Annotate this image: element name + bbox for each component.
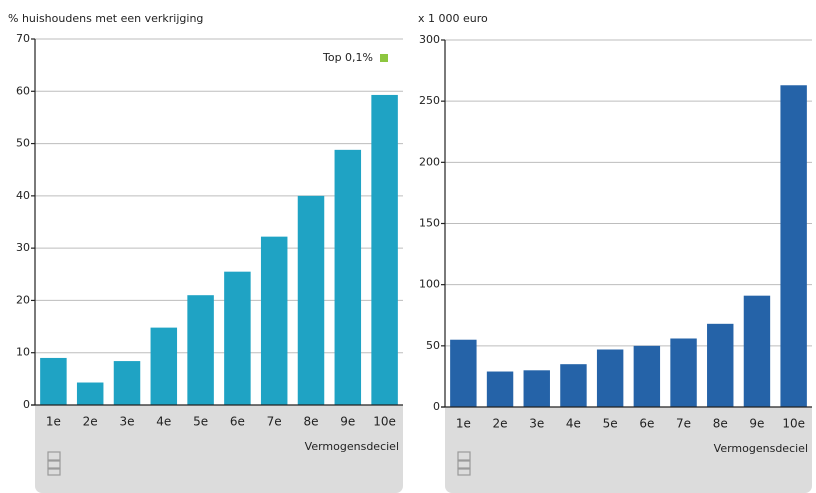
y-tick-label: 50 xyxy=(426,339,440,352)
y-tick-label: 100 xyxy=(419,278,440,291)
x-tick-label: 4e xyxy=(566,417,581,431)
bar xyxy=(334,149,362,405)
x-tick-label: 7e xyxy=(267,415,282,429)
bar xyxy=(187,295,214,405)
bar xyxy=(297,195,325,405)
y-tick-label: 300 xyxy=(419,33,440,46)
x-tick-label: 6e xyxy=(639,417,654,431)
category-panel xyxy=(445,407,812,493)
y-tick-label: 60 xyxy=(16,84,30,97)
x-tick-label: 7e xyxy=(676,417,691,431)
bar xyxy=(560,364,587,407)
bar xyxy=(113,361,141,405)
logo-part xyxy=(47,460,61,469)
x-tick-label: 9e xyxy=(340,415,355,429)
y-tick-label: 20 xyxy=(16,293,30,306)
bar xyxy=(76,382,104,405)
y-tick-label: 0 xyxy=(23,398,30,411)
cbs-logo xyxy=(457,451,471,476)
bar xyxy=(150,327,178,405)
legend-swatch xyxy=(380,54,388,62)
logo-part xyxy=(457,468,471,476)
x-tick-label: 4e xyxy=(156,415,171,429)
logo-part xyxy=(457,451,471,461)
logo-part xyxy=(47,451,61,461)
x-tick-label: 3e xyxy=(119,415,134,429)
x-tick-label: 2e xyxy=(493,417,508,431)
y-tick-label: 250 xyxy=(419,94,440,107)
x-tick-label: 6e xyxy=(230,415,245,429)
x-tick-label: 10e xyxy=(373,415,396,429)
legend-label: Top 0,1% xyxy=(322,51,373,64)
bar xyxy=(743,295,771,407)
x-axis-label: Vermogensdeciel xyxy=(714,442,808,455)
category-panel xyxy=(35,405,403,493)
bar xyxy=(486,371,514,407)
x-tick-label: 5e xyxy=(193,415,208,429)
bar xyxy=(523,370,550,407)
x-tick-label: 9e xyxy=(749,417,764,431)
y-tick-label: 200 xyxy=(419,155,440,168)
x-tick-label: 1e xyxy=(46,415,61,429)
y-tick-label: 40 xyxy=(16,189,30,202)
bar xyxy=(596,349,624,407)
cbs-logo xyxy=(47,451,61,476)
bar xyxy=(633,345,661,407)
bar xyxy=(260,236,288,405)
bar xyxy=(40,357,67,405)
y-tick-label: 50 xyxy=(16,137,30,150)
x-tick-label: 8e xyxy=(303,415,318,429)
x-tick-label: 10e xyxy=(782,417,805,431)
x-tick-label: 8e xyxy=(713,417,728,431)
bar xyxy=(450,339,477,407)
logo-part xyxy=(457,460,471,469)
x-tick-label: 3e xyxy=(529,417,544,431)
bar xyxy=(371,94,398,406)
y-axis-label: % huishoudens met een verkrijging xyxy=(8,12,203,25)
y-tick-label: 30 xyxy=(16,241,30,254)
x-axis-label: Vermogensdeciel xyxy=(305,440,399,453)
x-tick-label: 1e xyxy=(456,417,471,431)
y-tick-label: 10 xyxy=(16,346,30,359)
logo-part xyxy=(47,468,61,476)
y-tick-label: 150 xyxy=(419,217,440,230)
y-tick-label: 0 xyxy=(433,400,440,413)
bar xyxy=(670,338,697,407)
bar xyxy=(780,85,807,407)
y-tick-label: 70 xyxy=(16,32,30,45)
bar xyxy=(707,323,734,407)
bar xyxy=(224,271,251,405)
x-tick-label: 5e xyxy=(603,417,618,431)
x-tick-label: 2e xyxy=(83,415,98,429)
y-axis-label: x 1 000 euro xyxy=(418,12,488,25)
